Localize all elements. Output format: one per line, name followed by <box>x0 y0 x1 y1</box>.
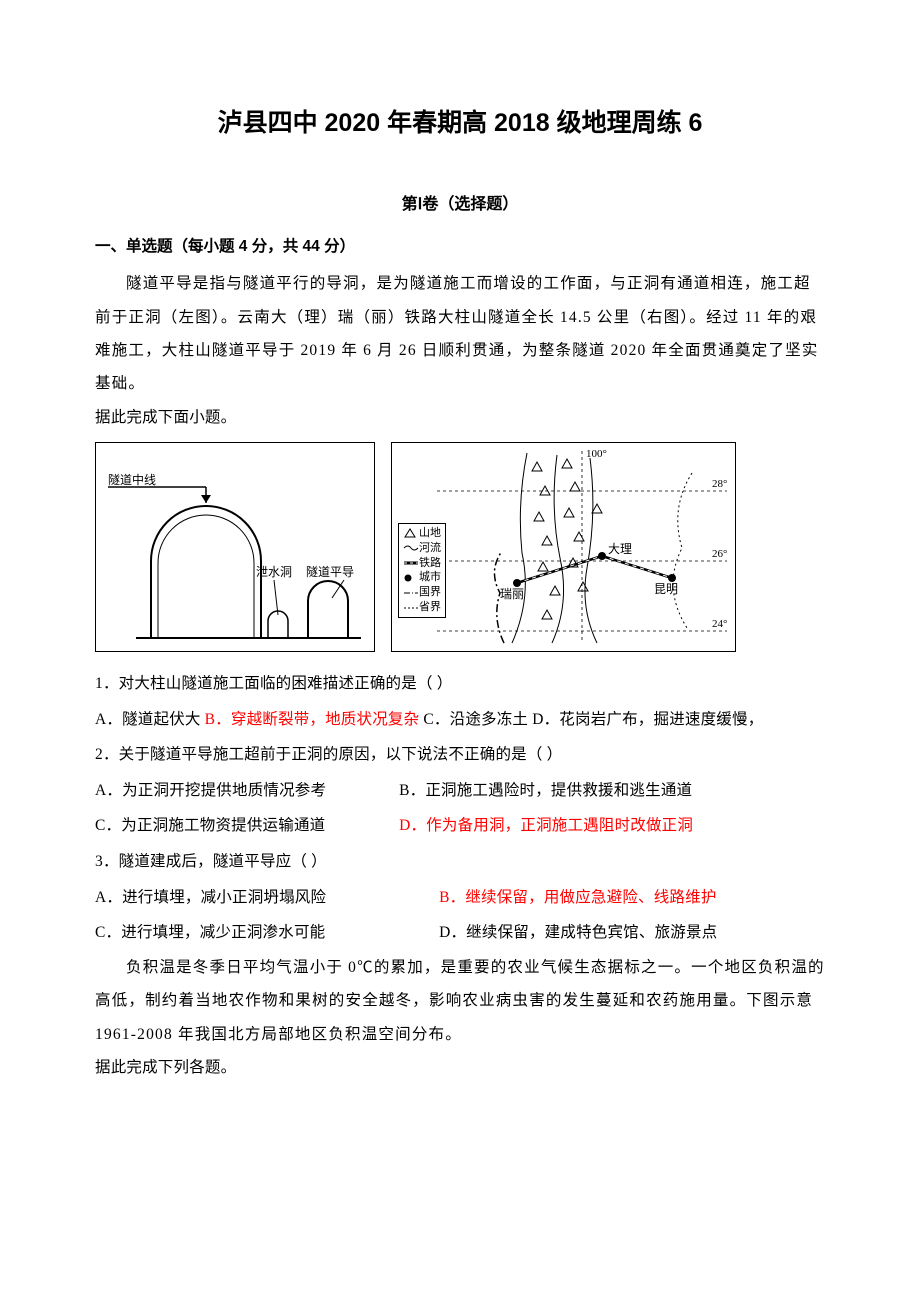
q2-row2: C．为正洞施工物资提供运输通道 D．作为备用洞，正洞施工遇阻时改做正洞 <box>95 808 825 844</box>
q2-row1: A．为正洞开挖提供地质情况参考 B．正洞施工遇险时，提供救援和逃生通道 <box>95 773 825 809</box>
q3-row2: C．进行填埋，减少正洞渗水可能 D．继续保留，建成特色宾馆、旅游景点 <box>95 915 825 951</box>
legend-city: 城市 <box>403 570 441 585</box>
passage-1-p1: 隧道平导是指与隧道平行的导洞，是为隧道施工而增设的工作面，与正洞有通道相连，施工… <box>95 267 825 400</box>
q2-C: C．为正洞施工物资提供运输通道 <box>95 808 395 844</box>
q2-A: A．为正洞开挖提供地质情况参考 <box>95 773 395 809</box>
legend-prov-border: 省界 <box>403 600 441 615</box>
q1-options: A．隧道起伏大 B．穿越断裂带，地质状况复杂 C．沿途多冻土 D．花岗岩广布，掘… <box>95 702 825 738</box>
q3-row1: A．进行填埋，减小正洞坍塌风险 B．继续保留，用做应急避险、线路维护 <box>95 880 825 916</box>
svg-text:瑞丽: 瑞丽 <box>500 587 524 601</box>
q3-C: C．进行填埋，减少正洞渗水可能 <box>95 915 435 951</box>
q1-B-highlight: B．穿越断裂带，地质状况复杂 <box>205 711 420 728</box>
passage-2-p1: 负积温是冬季日平均气温小于 0℃的累加，是重要的农业气候生态据标之一。一个地区负… <box>95 951 825 1051</box>
label-drain: 泄水洞 <box>256 561 292 584</box>
page-title: 泸县四中 2020 年春期高 2018 级地理周练 6 <box>95 100 825 148</box>
passage-1-p2: 据此完成下面小题。 <box>95 401 825 434</box>
q3-D: D．继续保留，建成特色宾馆、旅游景点 <box>439 924 717 941</box>
svg-text:28°: 28° <box>712 478 727 490</box>
passage-2-p2: 据此完成下列各题。 <box>95 1051 825 1084</box>
svg-text:昆明: 昆明 <box>654 582 678 596</box>
section-subtitle: 第Ⅰ卷（选择题） <box>95 190 825 220</box>
section-heading: 一、单选题（每小题 4 分，共 44 分） <box>95 232 825 261</box>
svg-text:24°: 24° <box>712 618 727 630</box>
legend-mountain: 山地 <box>403 526 441 541</box>
q1-stem: 1．对大柱山隧道施工面临的困难描述正确的是（ ） <box>95 666 825 702</box>
legend-railway: 铁路 <box>403 556 441 571</box>
q1-A: A．隧道起伏大 <box>95 711 205 728</box>
q2-B: B．正洞施工遇险时，提供救援和逃生通道 <box>399 782 692 799</box>
figure-left: 隧道中线 泄水洞 隧道平导 <box>95 442 375 652</box>
svg-text:大理: 大理 <box>608 542 632 556</box>
label-pilot: 隧道平导 <box>306 561 354 584</box>
svg-text:26°: 26° <box>712 548 727 560</box>
label-centerline: 隧道中线 <box>108 469 156 492</box>
figure-row: 隧道中线 泄水洞 隧道平导 100° 28° 26° 24° <box>95 442 825 652</box>
lon-label: 100° <box>586 448 607 460</box>
map-legend: 山地 河流 铁路 城市 国界 省界 <box>398 523 446 618</box>
q3-stem: 3．隧道建成后，隧道平导应（ ） <box>95 844 825 880</box>
q3-A: A．进行填埋，减小正洞坍塌风险 <box>95 880 435 916</box>
figure-right: 100° 28° 26° 24° <box>391 442 736 652</box>
q2-D-highlight: D．作为备用洞，正洞施工遇阻时改做正洞 <box>399 817 693 834</box>
legend-natl-border: 国界 <box>403 585 441 600</box>
q3-B-highlight: B．继续保留，用做应急避险、线路维护 <box>439 889 716 906</box>
q2-stem: 2．关于隧道平导施工超前于正洞的原因，以下说法不正确的是（ ） <box>95 737 825 773</box>
legend-river: 河流 <box>403 541 441 556</box>
q1-CD: C．沿途多冻土 D．花岗岩广布，掘进速度缓慢， <box>419 711 763 728</box>
